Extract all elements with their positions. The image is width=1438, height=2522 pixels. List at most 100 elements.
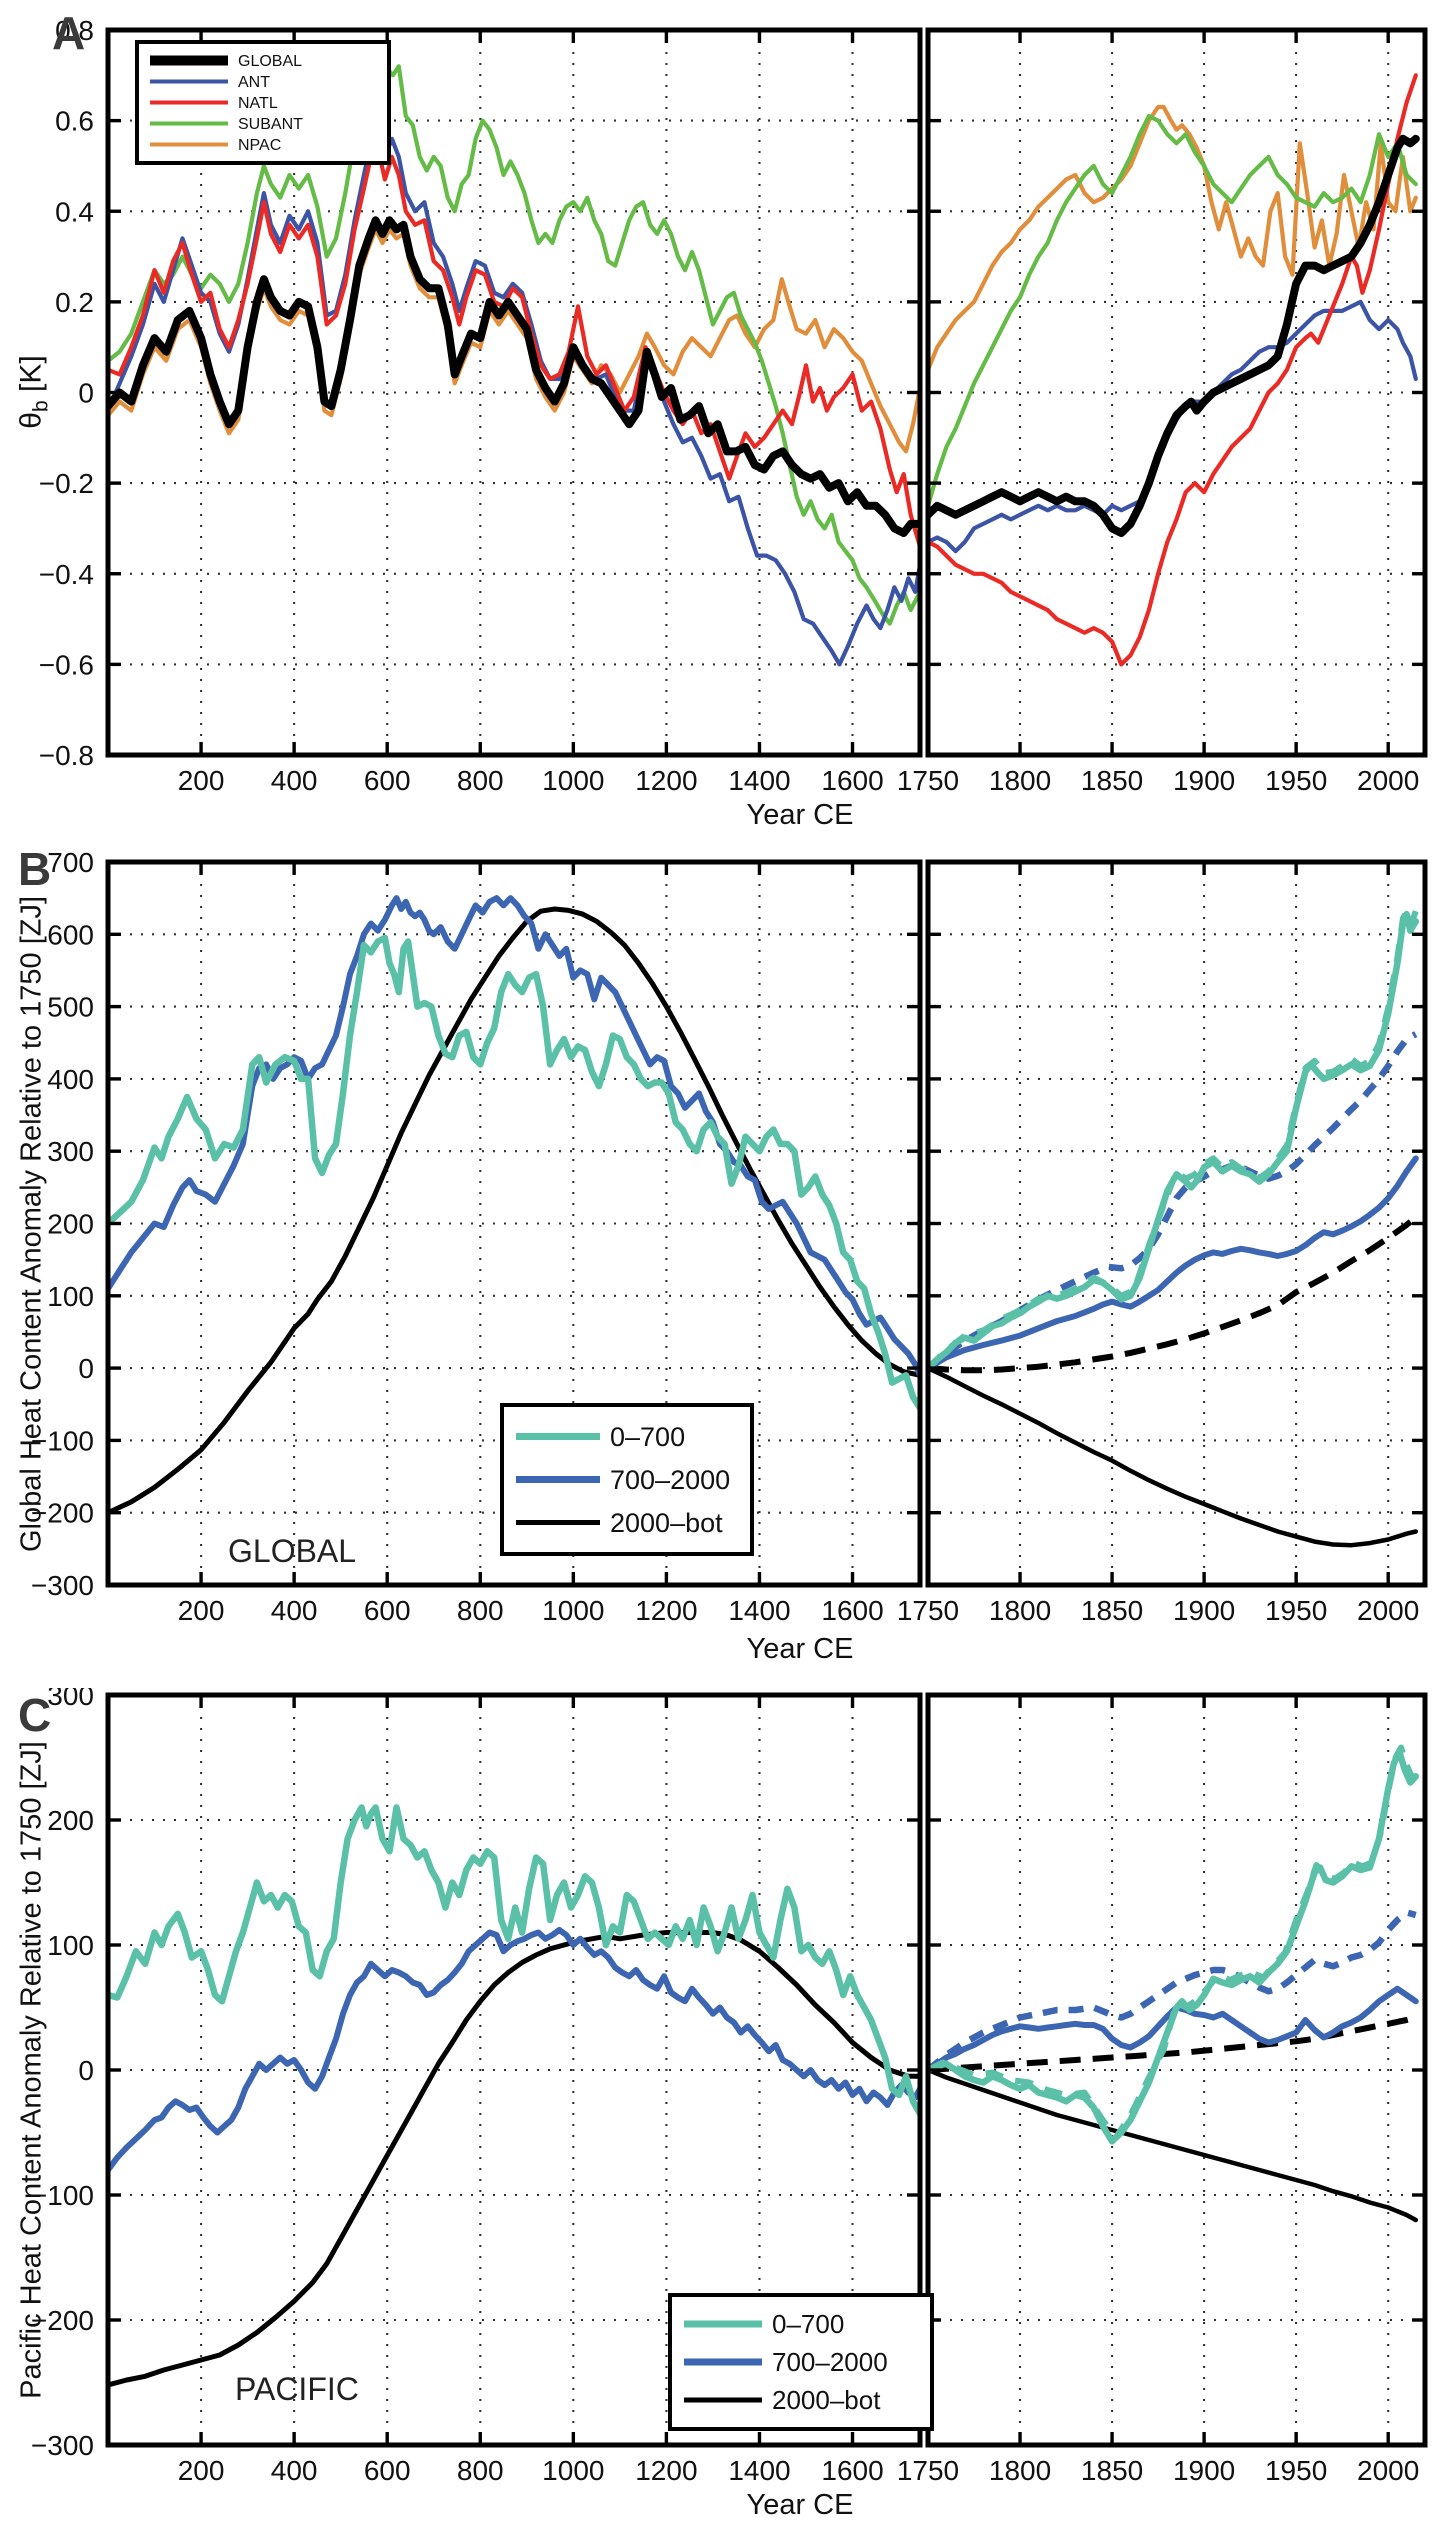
series-B-2000-bot-model-right xyxy=(928,1215,1418,1374)
axis-box xyxy=(925,1692,1428,2448)
y-tick-label: −300 xyxy=(31,2430,94,2461)
y-tick-label: 300 xyxy=(47,1136,94,1167)
y-tick-label: 100 xyxy=(47,1281,94,1312)
panel-letter-C: C xyxy=(18,1689,52,1741)
y-tick-label: −100 xyxy=(31,1425,94,1456)
x-tick-label: 2000 xyxy=(1357,765,1419,796)
panel-C-plot: 200 400 600 800 1000 1200 1400 16003002001000−1… xyxy=(31,1688,1428,2521)
x-tick-label: 1750 xyxy=(897,765,959,796)
panel-B-plot: 200 400 600 800 1000 1200 1400 1600700600500400… xyxy=(31,847,1428,1665)
series-B-0-700-model-right xyxy=(928,906,1419,1371)
x-tick-label: 1800 xyxy=(989,1595,1051,1626)
x-tick-label: 1400 xyxy=(728,765,790,796)
x-tick-label: 200 xyxy=(178,2455,225,2486)
y-tick-label: −0.6 xyxy=(39,649,94,680)
series-B-2000-bot-left xyxy=(108,906,920,1516)
y-tick-label: 100 xyxy=(47,1930,94,1961)
x-tick-label: 1750 xyxy=(897,2455,959,2486)
x-tick-label: 400 xyxy=(271,765,318,796)
x-tick-label: 1750 xyxy=(897,1595,959,1626)
series-B-700-2000-left xyxy=(108,895,920,1379)
series-C-0-700-right xyxy=(928,1748,1420,2145)
legend-label-NPAC: NPAC xyxy=(238,137,281,154)
series-group xyxy=(108,1804,920,2388)
x-tick-label: 800 xyxy=(457,1595,504,1626)
y-tick-label: 0 xyxy=(78,1353,94,1384)
x-tick-label: 200 xyxy=(178,765,225,796)
x-axis-label: Year CE xyxy=(747,2489,854,2521)
series-C-0-700-left xyxy=(108,1804,920,2118)
panel-letter-B: B xyxy=(18,843,52,895)
x-tick-label: 600 xyxy=(364,2455,411,2486)
x-tick-label: 1200 xyxy=(635,765,697,796)
x-tick-label: 600 xyxy=(364,765,411,796)
x-tick-label: 2000 xyxy=(1357,1595,1419,1626)
panel-C: C Pacific Heat Content Anomaly Relative … xyxy=(0,1688,1438,2522)
y-tick-label: −0.4 xyxy=(39,559,94,590)
series-B-700-2000-right xyxy=(928,1155,1419,1372)
series-group xyxy=(108,64,920,667)
series-group xyxy=(928,1744,1420,2223)
x-tick-label: 1950 xyxy=(1265,1595,1327,1626)
series-C-2000-bot-model-right xyxy=(928,2014,1417,2073)
panel-A-plot: 200 400 600 800 1000 1200 1400 1600 0.8 0.6 0.4 0.2… xyxy=(39,15,1428,831)
x-tick-label: 1200 xyxy=(635,2455,697,2486)
x-tick-label: 800 xyxy=(457,2455,504,2486)
x-tick-label: 1850 xyxy=(1081,1595,1143,1626)
x-tick-label: 200 xyxy=(178,1595,225,1626)
panel-C-y-axis-label: Pacific Heat Content Anomaly Relative to… xyxy=(16,1741,49,2399)
legend-box xyxy=(500,1403,754,1556)
x-tick-label: 2000 xyxy=(1357,2455,1419,2486)
axis-box xyxy=(925,27,1428,758)
region-label-PACIFIC: PACIFIC xyxy=(235,2371,359,2407)
series-A-SUBANT-right xyxy=(928,113,1418,508)
series-A-GLOBAL-left xyxy=(108,216,920,537)
y-tick-label: −0.2 xyxy=(39,468,94,499)
x-tick-label: 1800 xyxy=(989,2455,1051,2486)
series-B-700-2000-model-right xyxy=(928,1031,1418,1371)
legend-label-0–700: 0–700 xyxy=(610,1422,685,1452)
series-group xyxy=(928,73,1420,667)
series-A-NATL-right xyxy=(928,73,1418,667)
legend-label-2000–bot: 2000–bot xyxy=(610,1508,723,1538)
ylabel-pre: θ xyxy=(14,412,48,429)
x-tick-label: 1850 xyxy=(1081,2455,1143,2486)
x-tick-label: 400 xyxy=(271,2455,318,2486)
y-tick-label: 0.8 xyxy=(55,15,94,46)
legend-label-ANT: ANT xyxy=(238,74,270,91)
x-tick-label: 400 xyxy=(271,1595,318,1626)
series-B-0-700-left xyxy=(108,934,920,1412)
x-tick-label: 1400 xyxy=(728,2455,790,2486)
panel-A: A θb [K] 200 400 600 800 1000 1200 1400 1600 0.8… xyxy=(0,0,1438,840)
legend-label-700–2000: 700–2000 xyxy=(610,1465,730,1495)
x-tick-label: 1900 xyxy=(1173,765,1235,796)
legend-label-NATL: NATL xyxy=(238,95,278,112)
x-axis-label: Year CE xyxy=(747,1633,854,1665)
legend-label-GLOBAL: GLOBAL xyxy=(238,53,302,70)
y-tick-label: 0 xyxy=(78,378,94,409)
y-tick-label: 0 xyxy=(78,2055,94,2086)
y-tick-label: −300 xyxy=(31,1570,94,1601)
y-tick-label: 0.2 xyxy=(55,287,94,318)
series-C-2000-bot-right xyxy=(928,2067,1419,2223)
legend-label-2000–bot: 2000–bot xyxy=(772,2385,881,2415)
series-group xyxy=(928,906,1420,1548)
x-axis-label: Year CE xyxy=(747,799,854,831)
y-tick-label: 400 xyxy=(47,1064,94,1095)
x-tick-label: 1950 xyxy=(1265,2455,1327,2486)
series-group xyxy=(108,895,920,1516)
series-B-0-700-right xyxy=(928,910,1420,1372)
x-tick-label: 1850 xyxy=(1081,765,1143,796)
y-tick-label: −0.8 xyxy=(39,740,94,771)
y-tick-label: 0.4 xyxy=(55,196,94,227)
region-label-GLOBAL: GLOBAL xyxy=(228,1533,356,1569)
ylabel-pre: Global Heat Content Anomaly Relative to … xyxy=(15,895,48,1553)
series-A-GLOBAL-right xyxy=(928,134,1420,537)
series-C-2000-bot-left xyxy=(108,1930,920,2388)
x-tick-label: 800 xyxy=(457,765,504,796)
panel-letter-A: A xyxy=(52,7,86,59)
ylabel-pre: Pacific Heat Content Anomaly Relative to… xyxy=(15,1741,48,2399)
series-C-700-2000-model-right xyxy=(928,1909,1417,2073)
x-tick-label: 1000 xyxy=(542,765,604,796)
